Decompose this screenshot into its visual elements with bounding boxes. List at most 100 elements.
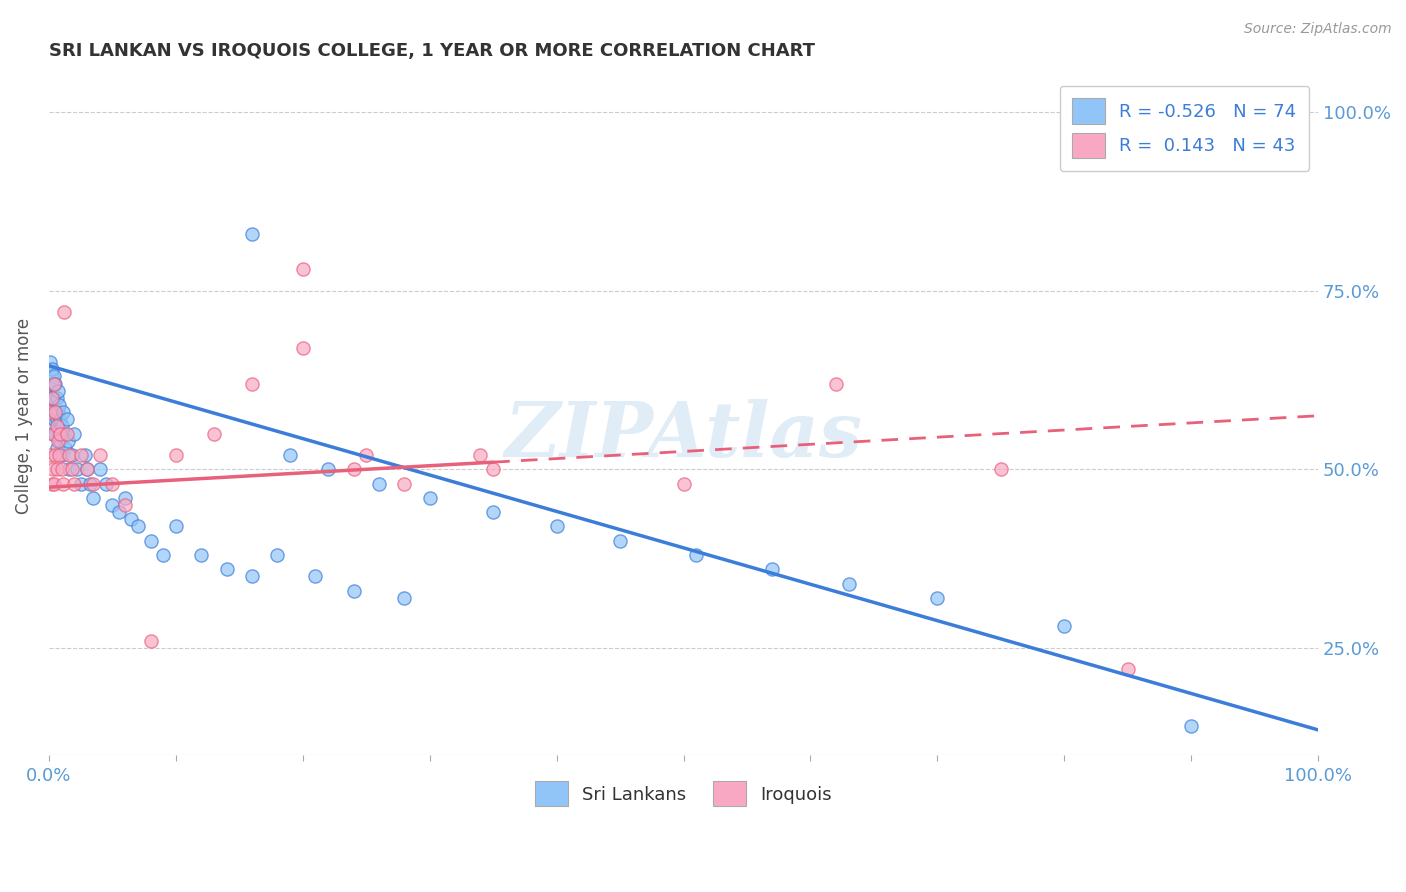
Point [139, 533, 162, 548]
Point [42, 412, 65, 426]
Point [44, 405, 66, 419]
Point [60, 462, 83, 476]
Point [49, 434, 72, 448]
Point [53, 305, 76, 319]
Point [39, 355, 62, 369]
Point [824, 376, 846, 391]
Point [1180, 719, 1202, 733]
Text: Source: ZipAtlas.com: Source: ZipAtlas.com [1244, 22, 1392, 37]
Point [685, 548, 707, 562]
Point [609, 533, 631, 548]
Point [127, 519, 149, 533]
Point [152, 548, 174, 562]
Point [48, 448, 70, 462]
Point [51, 448, 73, 462]
Point [63, 476, 86, 491]
Point [39, 448, 62, 462]
Point [482, 462, 505, 476]
Point [342, 462, 364, 476]
Point [304, 569, 326, 583]
Point [39, 405, 62, 419]
Point [44, 448, 66, 462]
Point [73, 448, 96, 462]
Point [42, 391, 65, 405]
Point [394, 476, 416, 491]
Point [278, 448, 301, 462]
Point [48, 426, 70, 441]
Text: ZIPAtlas: ZIPAtlas [505, 399, 862, 473]
Point [76, 462, 98, 476]
Point [79, 476, 101, 491]
Point [165, 519, 187, 533]
Point [240, 569, 263, 583]
Point [41, 391, 63, 405]
Point [41, 405, 63, 419]
Point [44, 426, 66, 441]
Point [46, 384, 69, 398]
Point [394, 591, 416, 605]
Point [165, 448, 187, 462]
Point [44, 405, 66, 419]
Point [101, 476, 124, 491]
Point [82, 476, 104, 491]
Point [42, 462, 65, 476]
Point [419, 491, 441, 505]
Point [49, 412, 72, 426]
Point [291, 262, 314, 277]
Point [82, 491, 104, 505]
Point [94, 476, 117, 491]
Point [46, 405, 69, 419]
Point [470, 448, 492, 462]
Point [42, 376, 65, 391]
Point [139, 633, 162, 648]
Point [39, 391, 62, 405]
Point [60, 448, 83, 462]
Point [42, 405, 65, 419]
Point [53, 426, 76, 441]
Point [58, 448, 80, 462]
Point [316, 462, 339, 476]
Point [121, 512, 143, 526]
Point [42, 476, 65, 491]
Point [45, 412, 67, 426]
Point [1116, 662, 1139, 676]
Point [202, 426, 225, 441]
Point [107, 505, 129, 519]
Point [56, 434, 79, 448]
Point [368, 476, 391, 491]
Point [927, 591, 949, 605]
Point [114, 498, 136, 512]
Point [42, 376, 65, 391]
Point [190, 548, 212, 562]
Point [42, 426, 65, 441]
Point [55, 412, 77, 426]
Point [356, 448, 378, 462]
Point [46, 434, 69, 448]
Point [672, 476, 695, 491]
Point [990, 462, 1012, 476]
Point [291, 341, 314, 355]
Y-axis label: College, 1 year or more: College, 1 year or more [15, 318, 32, 514]
Point [45, 462, 67, 476]
Point [39, 376, 62, 391]
Point [52, 476, 75, 491]
Point [42, 369, 65, 384]
Point [66, 462, 89, 476]
Point [69, 448, 91, 462]
Point [240, 227, 263, 241]
Point [342, 583, 364, 598]
Point [49, 426, 72, 441]
Point [41, 391, 63, 405]
Point [266, 548, 288, 562]
Point [41, 362, 63, 376]
Point [42, 426, 65, 441]
Point [240, 376, 263, 391]
Point [55, 426, 77, 441]
Point [761, 562, 783, 576]
Point [482, 505, 505, 519]
Point [55, 441, 77, 455]
Point [51, 462, 73, 476]
Point [45, 441, 67, 455]
Point [215, 562, 238, 576]
Point [89, 462, 111, 476]
